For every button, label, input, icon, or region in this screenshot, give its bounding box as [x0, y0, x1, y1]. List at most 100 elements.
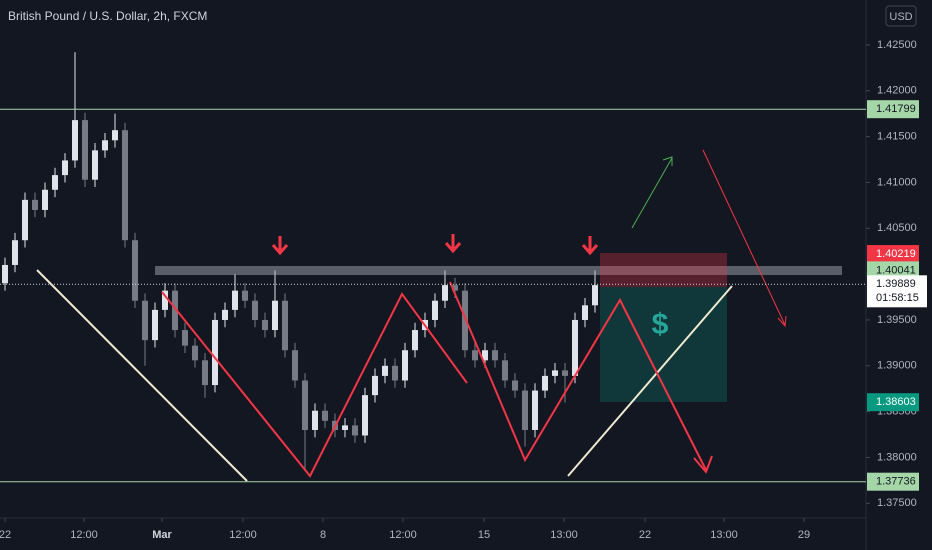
countdown: 01:58:15 — [876, 292, 919, 304]
candle-body — [132, 240, 138, 301]
candle — [342, 418, 348, 438]
y-tick-label: 1.39000 — [877, 360, 917, 372]
position-symbol: $ — [652, 308, 669, 341]
down-markers — [271, 234, 599, 256]
x-tick-label: Mar — [152, 529, 172, 541]
candle — [462, 283, 468, 358]
candle — [532, 383, 538, 438]
candle — [152, 302, 158, 348]
candle-body — [592, 285, 598, 306]
candle — [232, 274, 238, 318]
currency-box[interactable] — [885, 5, 917, 27]
candle — [442, 270, 448, 309]
candle — [12, 232, 18, 273]
candle — [292, 342, 298, 388]
y-tick-label: 1.41500 — [877, 131, 917, 143]
candle-body — [342, 425, 348, 430]
trend-line — [36, 269, 248, 482]
pattern-line — [449, 281, 707, 471]
target-zone — [600, 287, 727, 402]
candle-body — [192, 345, 198, 361]
candle — [42, 182, 48, 218]
trend-line — [567, 285, 733, 477]
candle — [212, 312, 218, 393]
down-marker — [444, 234, 462, 254]
candle — [572, 312, 578, 384]
candle — [472, 342, 478, 368]
candle-body — [462, 290, 468, 351]
level-tag — [867, 261, 919, 280]
candle-body — [372, 375, 378, 396]
candle-body — [272, 300, 278, 331]
candle — [542, 368, 548, 398]
candle-body — [12, 240, 18, 265]
candle-body — [502, 360, 508, 381]
candle — [82, 112, 88, 188]
candle — [52, 167, 58, 198]
candle-body — [232, 290, 238, 310]
candle-body — [392, 365, 398, 381]
candle-body — [352, 425, 358, 436]
level-tag — [867, 245, 919, 264]
y-tick-label: 1.37500 — [877, 497, 917, 509]
candle — [192, 338, 198, 368]
candle — [322, 403, 328, 429]
chart-title: British Pound / U.S. Dollar, 2h, FXCM — [8, 9, 207, 23]
resistance-band — [155, 266, 842, 275]
candles — [2, 52, 598, 472]
candle-body — [82, 120, 88, 180]
candle — [92, 143, 98, 188]
last-price-label: 1.39889 — [876, 278, 916, 290]
down-marker — [271, 236, 289, 256]
y-tick-label: 1.39500 — [877, 314, 917, 326]
candle — [362, 387, 368, 443]
candle — [2, 257, 8, 291]
candle — [302, 373, 308, 472]
y-tick-label: 1.42500 — [877, 39, 917, 51]
candle — [512, 373, 518, 398]
candle-body — [32, 199, 38, 210]
candle-body — [472, 350, 478, 361]
candle — [122, 122, 128, 248]
candle-body — [362, 395, 368, 436]
arrow — [702, 149, 786, 326]
candle — [132, 232, 138, 309]
candle-body — [22, 199, 28, 241]
level-tag — [867, 100, 919, 119]
x-tick-label: 12:00 — [70, 529, 98, 541]
candle — [272, 270, 278, 338]
candle-body — [522, 390, 528, 430]
candle-body — [562, 370, 568, 376]
candle — [522, 383, 528, 447]
y-tick-label: 1.41000 — [877, 176, 917, 188]
candle-body — [112, 130, 118, 141]
x-tick-label: 13:00 — [550, 529, 578, 541]
level-label: 1.40219 — [876, 248, 916, 260]
candle-body — [62, 160, 68, 176]
candle — [552, 363, 558, 384]
candle-body — [452, 285, 458, 291]
candle-body — [142, 300, 148, 341]
candle — [182, 322, 188, 353]
candle — [282, 293, 288, 358]
candle-body — [222, 309, 228, 320]
candle — [582, 297, 588, 328]
candle — [72, 52, 78, 168]
candle — [32, 192, 38, 218]
candle — [202, 352, 208, 398]
candle — [222, 302, 228, 328]
x-tick-label: 12:00 — [389, 529, 417, 541]
x-tick-label: 8 — [320, 529, 326, 541]
pattern-line — [161, 291, 468, 478]
candle — [22, 192, 28, 248]
candle-body — [282, 300, 288, 351]
candle-body — [52, 175, 58, 190]
candle — [262, 312, 268, 338]
candle-body — [42, 189, 48, 210]
candle — [412, 322, 418, 358]
currency[interactable]: USD — [889, 11, 912, 23]
candle-body — [202, 360, 208, 386]
candle-body — [302, 380, 308, 430]
